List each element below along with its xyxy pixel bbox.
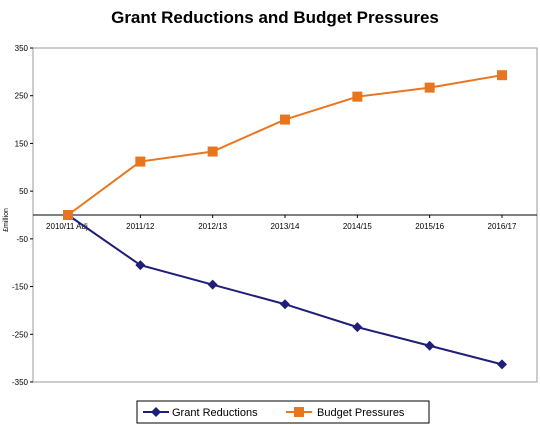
data-point xyxy=(207,146,218,157)
x-tick-label: 2013/14 xyxy=(271,222,300,231)
data-point xyxy=(280,114,290,125)
data-point xyxy=(135,260,146,271)
y-axis-label: £million xyxy=(3,208,10,232)
legend-label: Grant Reductions xyxy=(172,407,258,419)
data-point xyxy=(424,82,435,93)
data-point xyxy=(280,299,290,310)
x-tick-label: 2012/13 xyxy=(198,222,227,231)
data-point xyxy=(497,70,507,81)
data-point xyxy=(424,340,435,351)
y-tick-label: -350 xyxy=(12,378,29,387)
data-point xyxy=(63,210,73,220)
legend-marker xyxy=(151,407,161,417)
y-tick-label: -150 xyxy=(12,283,29,292)
data-point xyxy=(352,322,363,333)
legend-item: Grant Reductions xyxy=(143,407,258,419)
y-tick-label: 50 xyxy=(19,187,28,196)
series-grant-reductions xyxy=(63,210,507,370)
legend-marker xyxy=(294,407,304,417)
data-point xyxy=(352,91,363,102)
series-layer xyxy=(63,70,507,370)
y-tick-label: 250 xyxy=(15,92,29,101)
chart-title: Grant Reductions and Budget Pressures xyxy=(111,8,439,27)
data-point xyxy=(135,156,146,167)
legend: Grant Reductions Budget Pressures xyxy=(136,400,430,424)
legend-box xyxy=(136,400,430,424)
y-tick-label: 350 xyxy=(15,44,29,53)
y-tick-label: 150 xyxy=(15,139,29,148)
x-tick-label: 2010/11 Adj. xyxy=(46,222,90,231)
data-point xyxy=(207,279,218,290)
x-tick-label: 2016/17 xyxy=(488,222,517,231)
y-tick-label: -250 xyxy=(12,330,29,339)
x-tick-label: 2015/16 xyxy=(415,222,444,231)
axes: 350 250 150 50 -50 -150 -250 -350 2010/11 Adj. 20… xyxy=(12,44,537,387)
series-budget-pressures xyxy=(63,70,507,220)
data-point xyxy=(497,359,507,370)
x-tick-label: 2014/15 xyxy=(343,222,372,231)
x-tick-label: 2011/12 xyxy=(126,222,155,231)
legend-label: Budget Pressures xyxy=(317,407,405,419)
legend-item: Budget Pressures xyxy=(286,407,405,419)
legend-items: Grant Reductions Budget Pressures xyxy=(143,407,405,419)
y-tick-label: -50 xyxy=(16,235,28,244)
